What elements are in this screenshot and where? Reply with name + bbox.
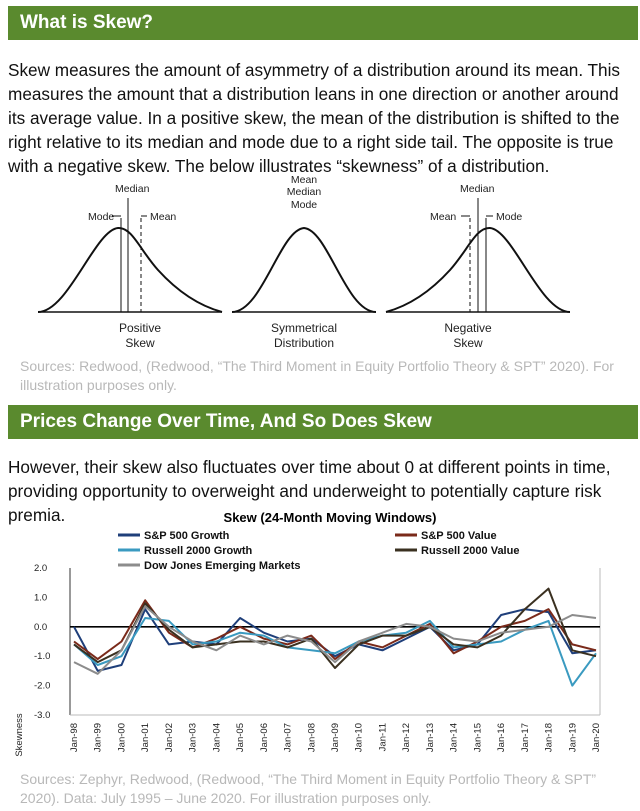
symmetrical-mean-label: Mean <box>291 174 317 186</box>
chart-source-note: Sources: Zephyr, Redwood, (Redwood, “The… <box>20 771 597 806</box>
positive-mode-label: Mode <box>88 211 114 223</box>
chart-series <box>73 587 597 687</box>
x-tick-label: Jan-03 <box>188 723 199 752</box>
series-line <box>73 617 597 687</box>
x-tick-label: Jan-16 <box>496 723 507 752</box>
x-tick-label: Jan-00 <box>116 723 127 752</box>
symmetrical-median-label: Median <box>287 186 322 198</box>
x-tick-label: Jan-19 <box>567 723 578 752</box>
y-tick-label: 0.0 <box>34 622 47 633</box>
x-tick-label: Jan-06 <box>259 723 270 752</box>
x-tick-label: Jan-12 <box>401 723 412 752</box>
negative-skew-diagram: Mean Median Mode Negative Skew <box>385 183 571 350</box>
symmetrical-mode-label: Mode <box>291 199 317 211</box>
section-title-skew-over-time: Prices Change Over Time, And So Does Ske… <box>8 405 638 439</box>
x-tick-label: Jan-98 <box>69 723 80 752</box>
positive-skew-diagram: Mode Median Mean Positive Skew <box>37 183 223 350</box>
section-title-skew: What is Skew? <box>8 6 638 40</box>
series-line <box>73 608 597 672</box>
negative-mean-label: Mean <box>430 211 456 223</box>
symmetrical-caption-1: Symmetrical <box>271 321 337 335</box>
y-tick-label: -3.0 <box>34 710 50 721</box>
x-tick-label: Jan-11 <box>377 723 388 751</box>
symmetrical-diagram: Mean Median Mode Symmetrical Distributio… <box>231 174 377 350</box>
positive-skew-curve <box>37 226 223 313</box>
y-tick-label: 1.0 <box>34 592 47 603</box>
y-tick-label: 2.0 <box>34 563 47 574</box>
x-tick-label: Jan-99 <box>93 723 104 752</box>
legend-label: Russell 2000 Value <box>421 545 519 557</box>
negative-mode-label: Mode <box>496 211 522 223</box>
diagram-source-note: Sources: Redwood, (Redwood, “The Third M… <box>20 358 614 393</box>
positive-caption-2: Skew <box>125 336 155 350</box>
x-tick-label: Jan-07 <box>283 723 294 752</box>
x-tick-label: Jan-09 <box>330 723 341 752</box>
x-tick-label: Jan-20 <box>591 723 602 752</box>
legend-label: S&P 500 Growth <box>144 530 230 542</box>
positive-caption-1: Positive <box>119 321 161 335</box>
y-axis-label: Skewness <box>14 713 25 757</box>
x-tick-label: Jan-13 <box>425 723 436 752</box>
negative-caption-1: Negative <box>444 321 492 335</box>
positive-mean-label: Mean <box>150 211 176 223</box>
chart-legend: S&P 500 Growth S&P 500 Value Russell 2000 … <box>118 530 519 572</box>
negative-skew-curve <box>385 226 571 313</box>
x-tick-label: Jan-02 <box>164 723 175 752</box>
skew-explanation-paragraph: Skew measures the amount of asymmetry of… <box>8 60 621 176</box>
x-tick-label: Jan-14 <box>449 723 460 752</box>
skew-over-time-paragraph: However, their skew also fluctuates over… <box>8 457 611 525</box>
legend-label: Russell 2000 Growth <box>144 545 252 557</box>
x-tick-label: Jan-17 <box>520 723 531 752</box>
x-tick-label: Jan-08 <box>306 723 317 752</box>
symmetrical-curve <box>231 226 377 313</box>
x-tick-label: Jan-04 <box>211 723 222 752</box>
y-tick-label: -1.0 <box>34 651 50 662</box>
chart-title: Skew (24-Month Moving Windows) <box>224 510 437 525</box>
positive-median-label: Median <box>115 183 150 195</box>
x-tick-label: Jan-10 <box>354 723 365 752</box>
series-line <box>73 605 597 675</box>
chart-axes: 2.0 1.0 0.0 -1.0 -2.0 -3.0 Jan-98 Jan-99 Jan-00 J… <box>34 563 602 752</box>
legend-label: Dow Jones Emerging Markets <box>144 560 301 572</box>
negative-caption-2: Skew <box>453 336 483 350</box>
x-tick-label: Jan-18 <box>544 723 555 752</box>
x-tick-label: Jan-01 <box>140 723 151 752</box>
x-tick-label: Jan-15 <box>472 723 483 752</box>
skew-distribution-diagram: Mode Median Mean Positive Skew Mean Medi… <box>37 174 571 350</box>
y-tick-label: -2.0 <box>34 681 50 692</box>
skew-line-chart: Skew (24-Month Moving Windows) S&P 500 G… <box>14 510 602 757</box>
negative-median-label: Median <box>460 183 495 195</box>
x-tick-label: Jan-05 <box>235 723 246 752</box>
legend-label: S&P 500 Value <box>421 530 497 542</box>
symmetrical-caption-2: Distribution <box>274 336 334 350</box>
